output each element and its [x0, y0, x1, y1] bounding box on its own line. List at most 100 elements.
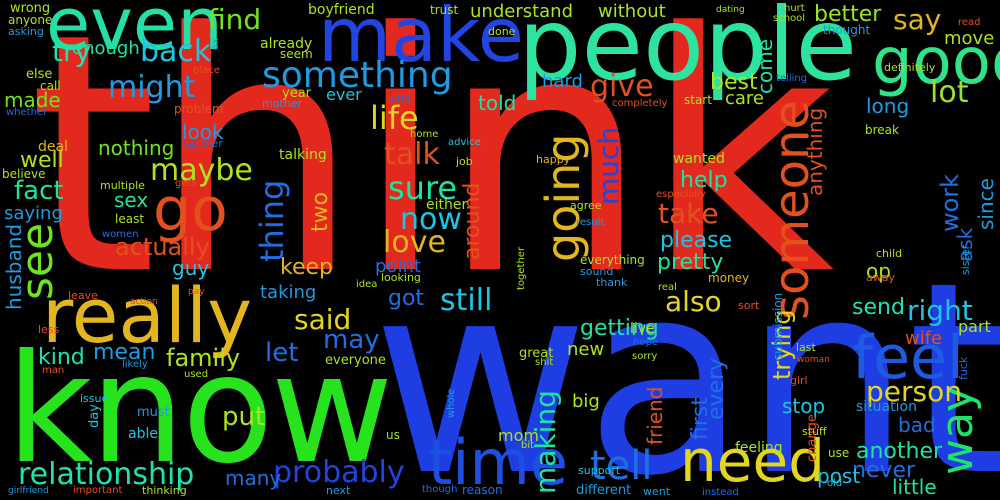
word: use: [828, 446, 850, 460]
word: though: [422, 484, 458, 495]
word: big: [572, 391, 600, 412]
word: completely: [612, 98, 668, 109]
word: care: [725, 88, 765, 109]
word: already: [260, 36, 313, 52]
word: sound: [580, 265, 614, 278]
word: made: [4, 88, 61, 112]
word: nothing: [98, 136, 175, 160]
word: time: [428, 426, 569, 499]
word: mother: [262, 97, 303, 110]
word: together: [516, 246, 527, 290]
word: thing: [253, 179, 291, 262]
word: either: [426, 197, 468, 213]
word: submission: [771, 292, 785, 360]
word: end: [390, 91, 411, 104]
word: give: [590, 69, 654, 104]
word: looking: [381, 271, 421, 284]
word: hurt: [784, 3, 805, 14]
word: send: [852, 295, 905, 320]
word: thank: [596, 276, 628, 289]
word: sex: [114, 188, 149, 212]
word: go: [153, 175, 228, 245]
word: mean: [93, 340, 156, 365]
word: post: [817, 464, 861, 488]
word: away: [866, 271, 895, 284]
word: deal: [38, 139, 68, 155]
word: find: [208, 3, 262, 36]
word: pay: [188, 287, 205, 297]
word: right: [907, 294, 973, 327]
word: boyfriend: [308, 2, 375, 18]
word: never: [852, 458, 916, 483]
word: said: [294, 303, 352, 336]
word: especially: [656, 189, 706, 200]
word: little: [892, 475, 937, 499]
word: anyone: [8, 13, 53, 27]
word: thought: [823, 23, 871, 37]
word: used: [184, 369, 209, 380]
word: told: [478, 91, 517, 115]
word: look: [182, 120, 224, 144]
word: keep: [280, 255, 333, 280]
word: issue: [80, 392, 109, 405]
word: understand: [470, 1, 574, 22]
word: definitely: [884, 61, 936, 74]
word: us: [386, 428, 400, 442]
word: asking: [8, 25, 44, 38]
word: feel: [852, 323, 964, 393]
word: support: [578, 464, 621, 477]
word: lot: [930, 75, 969, 110]
word: since: [974, 178, 998, 230]
word: everything: [580, 253, 645, 267]
word: child: [876, 247, 903, 260]
word: without: [598, 1, 666, 22]
word: life: [370, 99, 419, 137]
word: really: [42, 271, 253, 360]
word: new: [567, 339, 605, 360]
word: two: [308, 191, 333, 232]
word: come: [753, 38, 777, 94]
word: result: [576, 217, 605, 228]
word: still: [440, 283, 493, 318]
word: read: [958, 17, 981, 28]
word: must: [137, 405, 170, 420]
word: women: [102, 229, 139, 240]
word: ex: [210, 38, 221, 50]
word: let: [265, 338, 299, 368]
word: tell: [590, 443, 653, 489]
word: might: [108, 70, 196, 105]
word: long: [866, 94, 910, 118]
word: something: [262, 55, 453, 96]
word: money: [708, 271, 750, 285]
word: everyone: [325, 353, 386, 368]
word: well: [20, 148, 64, 173]
word: want: [372, 226, 1000, 500]
word: important: [73, 485, 123, 496]
word: able: [128, 426, 158, 442]
word: put: [222, 402, 266, 432]
word: talking: [279, 147, 327, 163]
word: great: [519, 346, 554, 361]
word: situation: [856, 399, 917, 415]
word: call: [40, 79, 61, 93]
word: live: [630, 321, 655, 337]
word: better: [814, 2, 882, 27]
word: shit: [535, 357, 554, 368]
word: partner: [182, 137, 223, 150]
word: around: [460, 182, 485, 260]
word: hope: [633, 337, 658, 348]
word: idea: [356, 279, 378, 290]
word: talk: [384, 137, 440, 172]
word: kind: [38, 345, 85, 370]
word: done: [488, 25, 516, 38]
word: wrong: [10, 1, 51, 16]
word: went: [643, 485, 671, 498]
word: part: [958, 317, 991, 336]
word: mom: [498, 426, 539, 445]
word: happy: [536, 153, 571, 166]
word: pretty: [657, 250, 724, 275]
word: likely: [122, 359, 148, 370]
word: agree: [570, 199, 602, 212]
word: ever: [326, 85, 362, 104]
